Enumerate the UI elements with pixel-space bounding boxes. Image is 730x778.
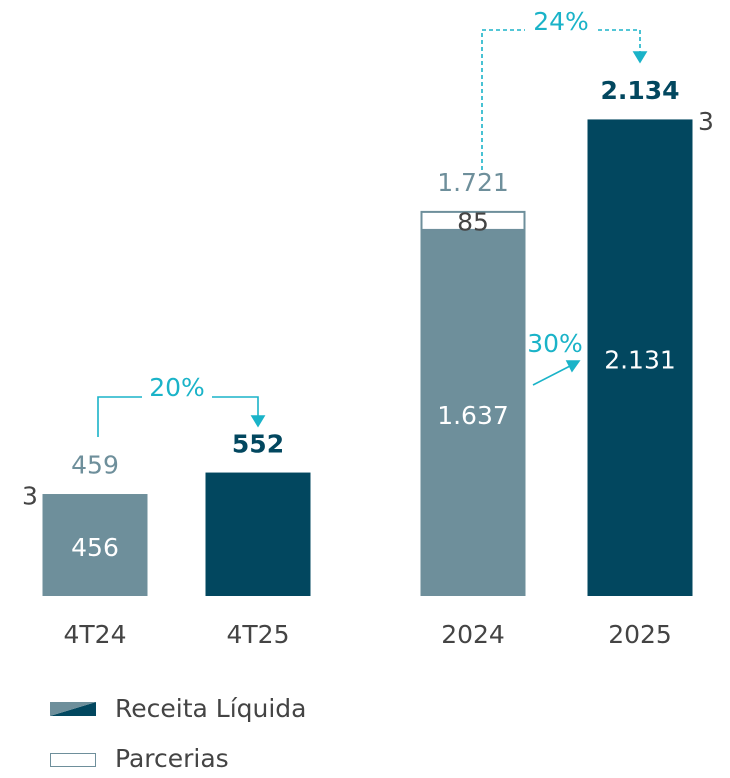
value-label: 2.131 — [604, 346, 676, 375]
arrow-line — [212, 396, 259, 418]
arrow-line — [598, 29, 641, 54]
value-label: 3 — [22, 481, 38, 510]
total-label: 1.721 — [437, 168, 509, 197]
x-tick-label: 4T24 — [64, 620, 127, 649]
growth-arrows — [97, 29, 648, 437]
annotation: 30% — [527, 329, 583, 358]
legend-label: Receita Líquida — [115, 694, 307, 723]
arrow-head — [250, 415, 266, 428]
bar-segment — [420, 229, 526, 596]
legend-swatch — [50, 753, 96, 767]
bar-segment — [420, 210, 526, 231]
total-label: 2.134 — [600, 76, 679, 105]
value-label: 85 — [457, 207, 489, 236]
x-tick-label: 2025 — [608, 620, 672, 649]
value-label: 456 — [71, 533, 119, 562]
value-label: 1.637 — [437, 401, 509, 430]
arrow-line — [481, 29, 525, 170]
arrow-head — [565, 360, 581, 373]
legend: Receita Líquida Parcerias — [50, 694, 307, 773]
arrow-head — [632, 51, 648, 64]
total-label: 459 — [71, 450, 119, 479]
arrow-line — [532, 364, 573, 386]
legend-swatch — [50, 702, 96, 716]
annotation: 20% — [149, 373, 205, 402]
bar-segment — [587, 119, 693, 596]
arrow-line — [97, 396, 142, 437]
annotation: 24% — [533, 7, 589, 36]
bar-segment — [42, 494, 148, 596]
x-tick-label: 2024 — [441, 620, 505, 649]
value-label: 3 — [698, 107, 714, 136]
bar-segment — [205, 472, 311, 596]
total-label: 552 — [232, 430, 284, 459]
x-tick-label: 4T25 — [227, 620, 290, 649]
legend-label: Parcerias — [115, 744, 229, 773]
